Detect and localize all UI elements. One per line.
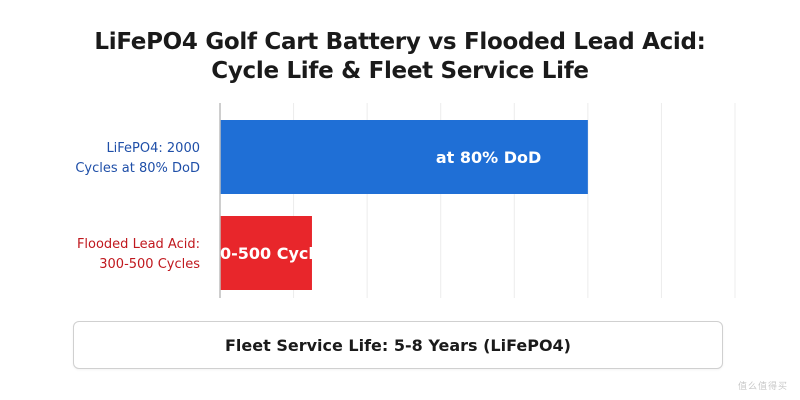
bar-0	[220, 120, 588, 194]
chart-title-line-1: LiFePO4 Golf Cart Battery vs Flooded Lea…	[94, 29, 706, 55]
fleet-service-life-text: Fleet Service Life: 5-8 Years (LiFePO4)	[224, 335, 571, 355]
bar-chart: LiFePO4: 2000 Cycles at 80% DoD Flooded Le…	[75, 103, 736, 298]
bar-label-1: 300-500 Cycles	[198, 244, 335, 263]
category-label-1-line-2: 300-500 Cycles	[99, 257, 200, 272]
bar-labels: at 80% DoD 300-500 Cycles	[198, 148, 542, 263]
category-labels: LiFePO4: 2000 Cycles at 80% DoD Flooded Le…	[75, 141, 200, 272]
bar-label-0: at 80% DoD	[436, 148, 541, 167]
category-label-0-line-2: Cycles at 80% DoD	[75, 161, 200, 176]
chart-title: LiFePO4 Golf Cart Battery vs Flooded Lea…	[0, 28, 800, 86]
fleet-service-life-box: Fleet Service Life: 5-8 Years (LiFePO4)	[73, 321, 723, 369]
watermark: 值么值得买	[737, 382, 788, 392]
category-label-1-line-1: Flooded Lead Acid:	[77, 237, 200, 252]
chart-title-line-2: Cycle Life & Fleet Service Life	[211, 58, 589, 84]
bar-1	[220, 216, 312, 290]
category-label-0-line-1: LiFePO4: 2000	[106, 141, 200, 156]
chart-bars	[220, 120, 588, 290]
